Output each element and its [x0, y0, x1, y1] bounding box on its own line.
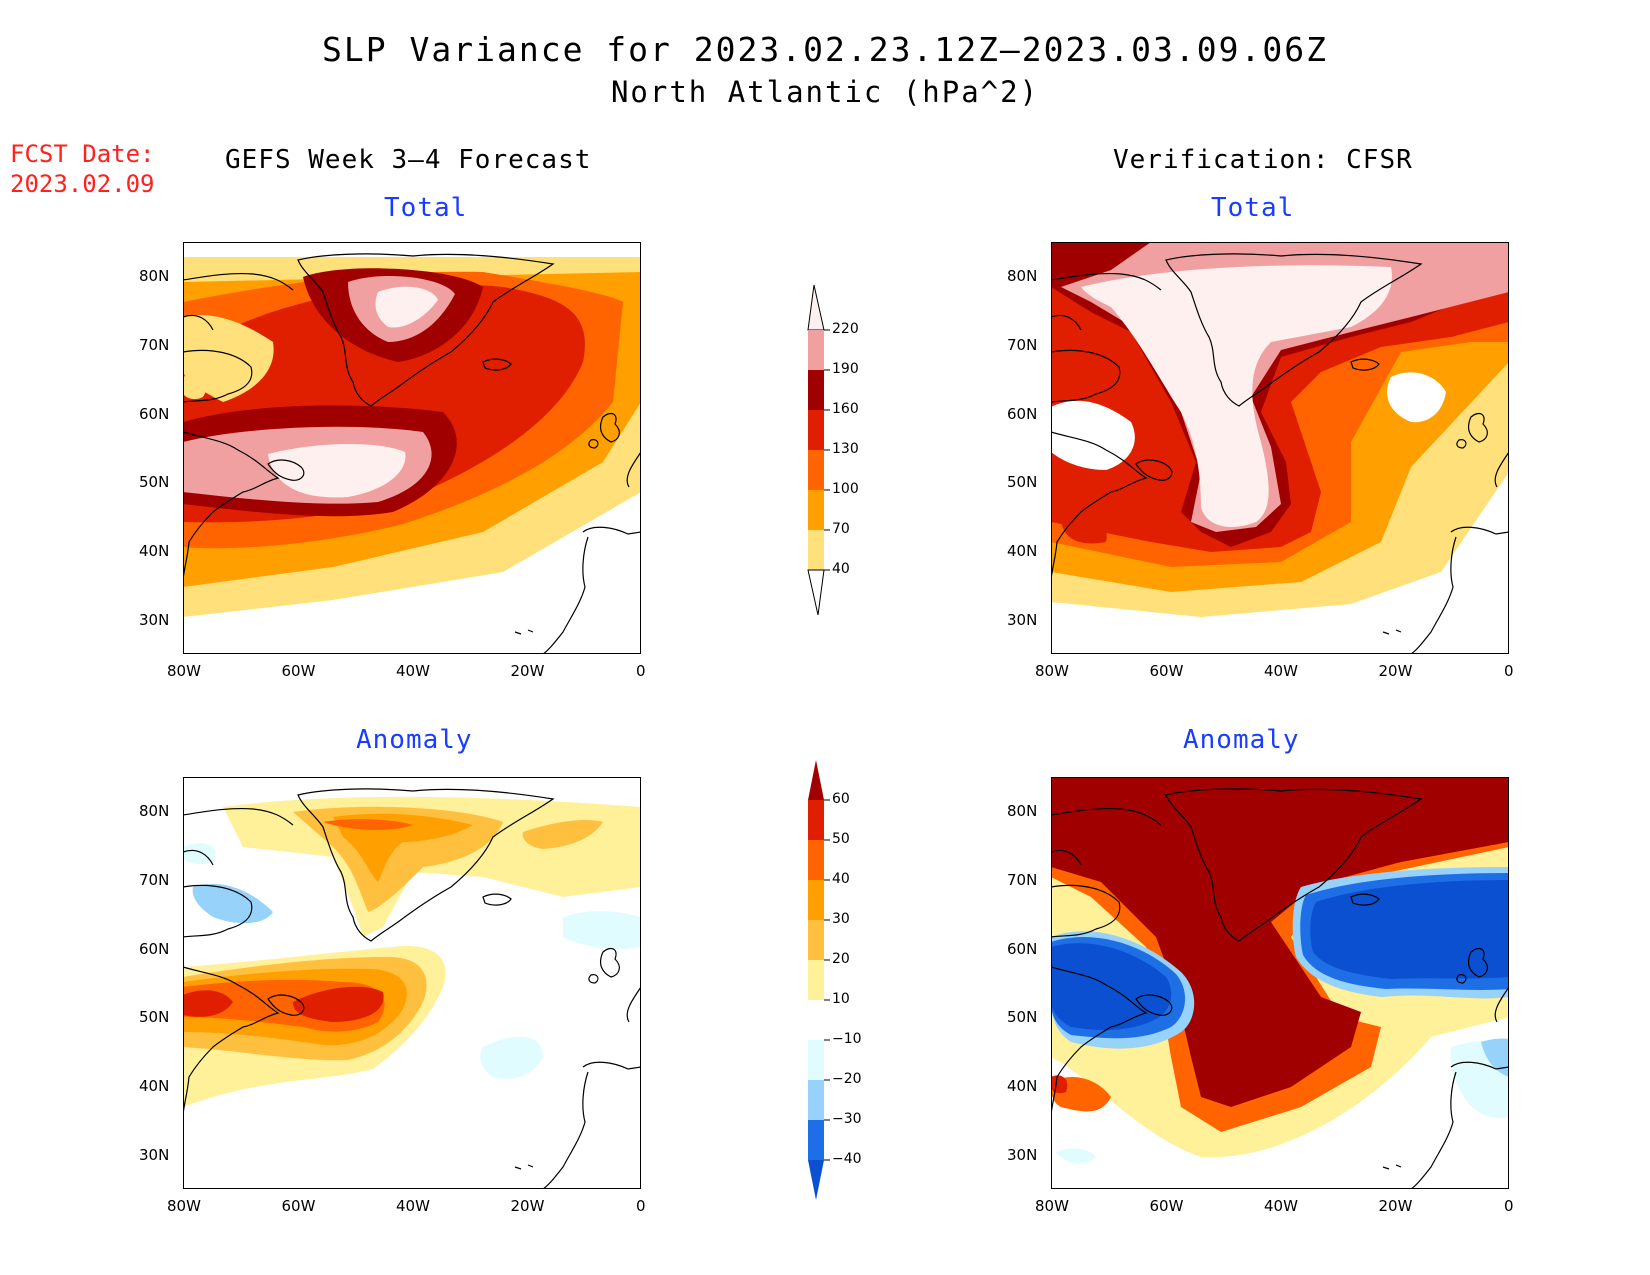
- coastlines: [183, 253, 641, 654]
- panel-title-verification-anomaly: Anomaly: [1183, 725, 1300, 755]
- lat-tick-label: 30N: [1007, 610, 1038, 629]
- lat-tick-label: 50N: [1007, 473, 1038, 492]
- colorbar-total-label: 130: [832, 441, 859, 457]
- lat-tick-label: 30N: [139, 610, 170, 629]
- lon-tick-label: 40W: [1264, 1197, 1298, 1215]
- lon-tick-label: 40W: [396, 1197, 430, 1215]
- lat-tick-label: 30N: [139, 1145, 170, 1164]
- column-title-verification: Verification: CFSR: [1113, 145, 1413, 175]
- colorbar-anomaly-label: −30: [832, 1111, 862, 1127]
- lat-tick-label: 30N: [1007, 1145, 1038, 1164]
- map-verification-total: [1051, 242, 1509, 654]
- lat-tick-label: 40N: [139, 1077, 170, 1095]
- lat-tick-label: 40N: [1007, 1077, 1038, 1095]
- variance-field: [183, 257, 641, 617]
- anomaly-field: [1051, 777, 1509, 1164]
- lat-tick-label: 60N: [139, 404, 170, 423]
- lat-tick-label: 70N: [1007, 336, 1038, 354]
- lon-tick-label: 20W: [510, 662, 545, 680]
- figure-subtitle: North Atlantic (hPa^2): [610, 75, 1040, 109]
- lon-tick-label: 0: [636, 1197, 646, 1215]
- lat-tick-label: 70N: [139, 871, 170, 889]
- lon-tick-label: 80W: [1035, 662, 1069, 680]
- coastlines: [183, 788, 641, 1189]
- lon-tick-label: 40W: [396, 662, 430, 680]
- colorbar-anomaly-label: 40: [832, 871, 850, 887]
- panel-title-forecast-anomaly: Anomaly: [356, 725, 473, 755]
- lon-tick-label: 60W: [1149, 662, 1184, 680]
- colorbar-total-label: 70: [832, 521, 850, 537]
- map-forecast-anomaly: [183, 777, 641, 1189]
- lon-tick-label: 80W: [167, 1197, 201, 1215]
- panel-title-forecast-total: Total: [384, 193, 468, 223]
- lon-tick-label: 0: [1504, 1197, 1514, 1215]
- panel-title-verification-total: Total: [1211, 193, 1295, 223]
- colorbar-anomaly-label: −20: [832, 1071, 862, 1087]
- lon-tick-label: 20W: [1378, 1197, 1413, 1215]
- colorbar-total-label: 160: [832, 401, 859, 417]
- lon-tick-label: 80W: [167, 662, 201, 680]
- lat-tick-label: 50N: [139, 1008, 170, 1027]
- lon-tick-label: 0: [636, 662, 646, 680]
- lat-tick-label: 40N: [139, 542, 170, 560]
- lon-tick-label: 0: [1504, 662, 1514, 680]
- colorbar-anomaly-label: 30: [832, 911, 850, 927]
- colorbar-anomaly-label: 20: [832, 951, 850, 967]
- lat-tick-label: 60N: [1007, 404, 1038, 423]
- map-verification-anomaly: [1051, 777, 1509, 1189]
- lat-tick-label: 70N: [1007, 871, 1038, 889]
- column-title-forecast: GEFS Week 3–4 Forecast: [225, 145, 592, 175]
- colorbar-total-label: 220: [832, 321, 859, 337]
- colorbar-anomaly-label: −40: [832, 1151, 862, 1167]
- lon-tick-label: 60W: [281, 1197, 316, 1215]
- lat-tick-label: 50N: [1007, 1008, 1038, 1027]
- figure-title: SLP Variance for 2023.02.23.12Z–2023.03.…: [322, 30, 1328, 69]
- lat-tick-label: 80N: [139, 802, 170, 821]
- colorbar-anomaly: [800, 760, 840, 1214]
- lat-tick-label: 80N: [1007, 267, 1038, 286]
- lon-tick-label: 20W: [1378, 662, 1413, 680]
- lat-tick-label: 70N: [139, 336, 170, 354]
- variance-field: [1051, 242, 1509, 617]
- map-forecast-total: [183, 242, 641, 654]
- colorbar-total-label: 100: [832, 481, 859, 497]
- lat-tick-label: 80N: [139, 267, 170, 286]
- colorbar-anomaly-label: −10: [832, 1031, 862, 1047]
- colorbar-anomaly-label: 60: [832, 791, 850, 807]
- coastlines: [1051, 788, 1509, 1189]
- colorbar-total-label: 190: [832, 361, 859, 377]
- colorbar-anomaly-label: 10: [832, 991, 850, 1007]
- lon-tick-label: 20W: [510, 1197, 545, 1215]
- coastlines: [1051, 253, 1509, 654]
- lon-tick-label: 60W: [1149, 1197, 1184, 1215]
- lat-tick-label: 80N: [1007, 802, 1038, 821]
- lat-tick-label: 60N: [139, 939, 170, 958]
- lon-tick-label: 80W: [1035, 1197, 1069, 1215]
- lat-tick-label: 50N: [139, 473, 170, 492]
- forecast-date-value: 2023.02.09: [10, 170, 155, 198]
- forecast-date-label: FCST Date:: [10, 140, 155, 168]
- lon-tick-label: 40W: [1264, 662, 1298, 680]
- lon-tick-label: 60W: [281, 662, 316, 680]
- lat-tick-label: 60N: [1007, 939, 1038, 958]
- colorbar-anomaly-label: 50: [832, 831, 850, 847]
- anomaly-field: [183, 796, 641, 1107]
- lat-tick-label: 40N: [1007, 542, 1038, 560]
- colorbar-total: [800, 284, 840, 619]
- colorbar-total-label: 40: [832, 561, 850, 577]
